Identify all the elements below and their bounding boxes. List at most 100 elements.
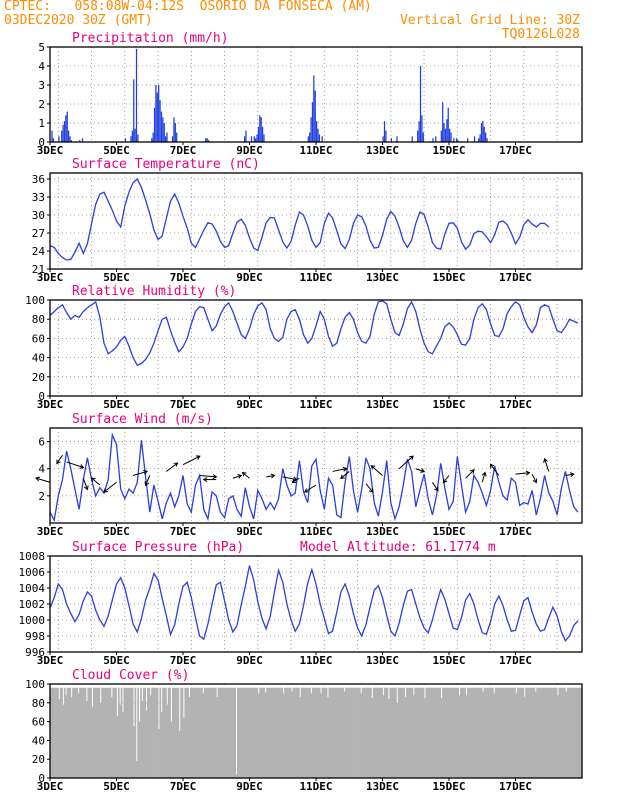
cloud-cover-bar	[209, 687, 212, 778]
x-tick-label: 15DEC	[432, 271, 465, 284]
cloud-cover-bar	[558, 687, 561, 778]
cloud-cover-bar	[436, 687, 439, 778]
cloud-cover-bar	[480, 687, 483, 778]
cloud-cover-bar	[347, 687, 350, 778]
cloud-cover-bar	[149, 695, 152, 778]
cloud-cover-bar	[72, 687, 74, 778]
cloud-cover-bar	[306, 687, 309, 778]
cloud-cover-bar	[62, 704, 65, 778]
precip-bar	[449, 128, 451, 142]
cloud-cover-bar	[444, 687, 447, 778]
cloud-cover-bar	[461, 687, 464, 778]
precip-bar	[311, 102, 314, 142]
precip-bar	[457, 140, 459, 142]
panel-title: Precipitation (mm/h)	[72, 31, 229, 46]
cloud-cover-bar	[130, 687, 133, 778]
cloud-cover-bar	[205, 687, 207, 778]
cloud-cover-bar	[446, 687, 449, 778]
cloud-cover-bar	[547, 687, 550, 778]
cloud-cover-bar	[573, 687, 576, 778]
cloud-cover-bar	[237, 687, 239, 778]
y-tick-label: 60	[32, 332, 45, 345]
cloud-cover-bar	[343, 691, 346, 778]
cloud-cover-bar	[360, 693, 363, 778]
wind-vector-head	[489, 463, 495, 469]
series-line	[49, 300, 579, 367]
cloud-cover-bar	[54, 687, 56, 778]
cloud-cover-bar	[185, 687, 188, 778]
cloud-cover-bar	[498, 687, 501, 778]
cloud-cover-bar	[368, 687, 371, 778]
cloud-cover-bar	[188, 697, 191, 778]
cloud-cover-bar	[94, 687, 97, 778]
precip-bar	[480, 123, 483, 142]
cloud-cover-bar	[77, 693, 80, 778]
cloud-cover-bar	[304, 687, 307, 778]
cloud-cover-bar	[383, 687, 386, 778]
wind-vector	[490, 463, 500, 476]
cloud-cover-bar	[228, 687, 231, 778]
precip-bar	[131, 130, 133, 142]
cloud-cover-bar	[429, 687, 432, 778]
cloud-cover-bar	[550, 687, 552, 778]
cloud-cover-bar	[486, 687, 489, 778]
wind-vector-head	[173, 462, 179, 467]
cloud-cover-bar	[270, 687, 273, 778]
cloud-cover-bar	[181, 687, 184, 778]
panel-2	[47, 299, 583, 399]
wind-vector	[365, 483, 374, 493]
cloud-cover-bar	[329, 687, 332, 778]
cloud-cover-bar	[449, 687, 451, 778]
cloud-cover-bar	[97, 687, 99, 778]
precip-bar	[390, 138, 393, 142]
wind-vector	[465, 469, 475, 479]
cloud-cover-bar	[170, 721, 173, 778]
precip-bar	[485, 132, 487, 142]
cloud-cover-bar	[299, 697, 302, 778]
y-tick-label: 5	[38, 41, 45, 54]
wind-vector-head	[202, 477, 208, 483]
cloud-cover-bar	[95, 687, 98, 778]
cloud-cover-bar	[195, 687, 198, 778]
cloud-cover-bar	[313, 687, 316, 778]
cloud-cover-bar	[113, 687, 116, 778]
cloud-cover-bar	[462, 687, 465, 778]
cloud-cover-bar	[425, 687, 428, 778]
series-line	[49, 177, 550, 261]
cloud-cover-bar	[137, 687, 140, 778]
cloud-cover-bar	[80, 687, 83, 778]
precip-bar	[68, 130, 70, 142]
cloud-cover-bar	[174, 687, 177, 778]
cloud-cover-bar	[152, 687, 155, 778]
cloud-cover-bar	[273, 687, 275, 778]
cloud-cover-bar	[365, 687, 368, 778]
y-tick-label: 24	[32, 245, 46, 258]
cloud-cover-bar	[106, 687, 109, 778]
cloud-cover-bar	[159, 687, 162, 778]
cloud-cover-bar	[552, 687, 555, 778]
wind-vector	[66, 461, 84, 469]
cloud-cover-bar	[393, 687, 396, 778]
cloud-cover-bar	[214, 687, 217, 778]
x-tick-label: 9DEC	[236, 271, 263, 284]
cloud-cover-bar	[108, 687, 110, 778]
cloud-cover-bar	[557, 695, 559, 778]
x-tick-label: 13DEC	[366, 780, 399, 793]
wind-vector-head	[569, 472, 575, 478]
cloud-cover-bar	[404, 697, 407, 778]
cloud-cover-bar	[231, 687, 234, 778]
y-tick-label: 36	[32, 173, 45, 186]
y-tick-label: 30	[32, 209, 45, 222]
cloud-cover-bar	[467, 687, 469, 778]
cloud-cover-bar	[248, 687, 250, 778]
cloud-cover-bar	[579, 687, 582, 778]
cloud-cover-bar	[105, 687, 108, 778]
cloud-cover-bar	[281, 687, 284, 778]
cloud-cover-bar	[530, 687, 533, 778]
precip-bar	[52, 138, 55, 142]
wind-vector-head	[409, 455, 414, 461]
cloud-cover-bar	[392, 687, 394, 778]
cloud-cover-bar	[131, 687, 134, 778]
x-tick-label: 7DEC	[170, 780, 197, 793]
cloud-cover-bar	[201, 687, 203, 778]
